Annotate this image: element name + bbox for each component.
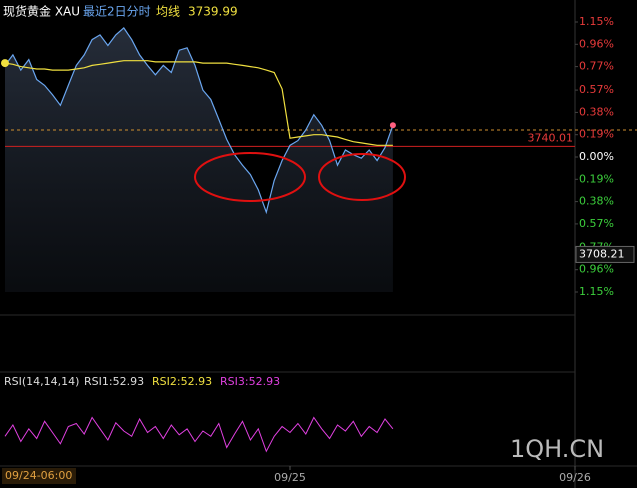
y-tick-label: 0.00% [579,150,614,163]
price-label: 3708.21 [579,247,625,260]
y-tick-label: 0.96% [579,37,614,50]
rsi-label: RSI1:52.93 [84,375,144,388]
series-line [4,60,393,146]
rsi-label: RSI3:52.93 [220,375,280,388]
x-tick-label: 09/24-06:00 [5,469,72,482]
y-tick-label: 0.38% [579,105,614,118]
rsi-label: RSI2:52.93 [152,375,212,388]
y-tick-label: 0.96% [579,263,614,276]
highlight-circle [318,153,406,201]
rsi-title: RSI(14,14,14) [4,375,79,388]
series-latest: 3739.99 [188,5,238,19]
title: 现货黄金 XAU [3,4,80,19]
rsi-line [4,416,394,453]
x-label-box [2,468,76,484]
reference-label: 3740.01 [528,131,574,144]
x-tick-label: 09/26 [559,471,591,484]
price-area [5,27,393,293]
average-start [1,59,9,68]
y-tick-label: 1.15% [579,285,614,298]
series-label: 均线 [156,5,180,19]
y-tick-label: 0.19% [579,128,614,141]
series-line [4,27,394,215]
y-tick-label: 0.77% [579,60,614,73]
y-tick-label: 0.57% [579,217,614,230]
price-label-box [575,245,635,263]
plot: 3740.01 [1,27,637,453]
current-dot [389,122,396,129]
watermark: 1QH.CN [510,435,604,463]
y-tick-label: 0.57% [579,83,614,96]
y-tick-label: 0.19% [579,172,614,185]
highlight-circle [194,152,306,202]
y-tick-label: 1.15% [579,15,614,28]
y-tick-label: 0.38% [579,195,614,208]
series-label: 最近2日分时 [83,5,151,19]
x-tick-label: 09/25 [274,471,306,484]
